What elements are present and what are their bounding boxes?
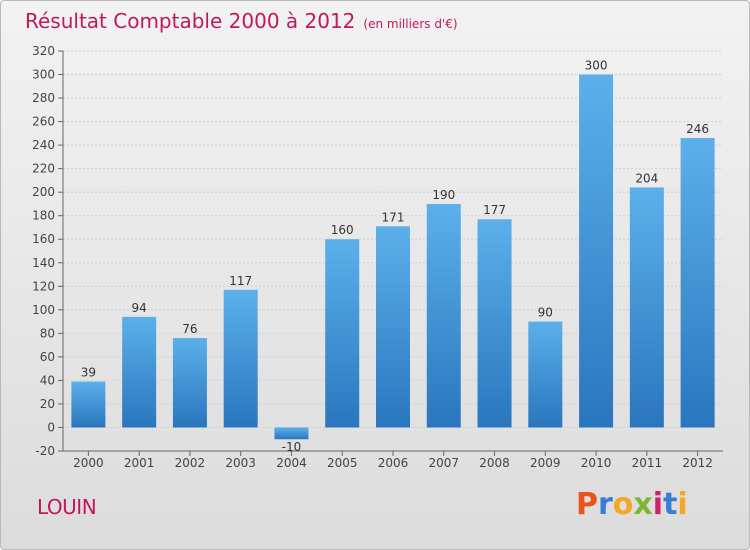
value-label: 76 [182, 322, 197, 336]
y-tick-label: -20 [35, 444, 55, 458]
bar-2011[interactable] [629, 187, 664, 428]
value-label: 94 [132, 301, 147, 315]
x-tick-label: 2008 [479, 456, 510, 470]
y-tick-label: 180 [32, 209, 55, 223]
bar-2005[interactable] [325, 239, 360, 428]
y-axis: -20 0 20 40 60 80 100 120 140 160 180 200 220 240 260 2… [32, 44, 64, 458]
y-tick-label: 80 [40, 326, 55, 340]
value-label: 160 [331, 223, 354, 237]
x-tick-label: 2005 [327, 456, 358, 470]
value-label: 39 [81, 366, 96, 380]
x-tick-label: 2010 [581, 456, 612, 470]
proxiti-logo[interactable]: Proxiti [576, 487, 688, 522]
x-tick-label: 2007 [428, 456, 459, 470]
value-label: 171 [382, 210, 405, 224]
y-tick-label: 60 [40, 350, 55, 364]
y-tick-label: 320 [32, 44, 55, 58]
bar-2007[interactable] [426, 203, 461, 428]
y-tick-label: 240 [32, 138, 55, 152]
value-label: 177 [483, 203, 506, 217]
bars [71, 74, 715, 440]
bar-2006[interactable] [376, 226, 410, 428]
bar-2002[interactable] [172, 338, 207, 428]
logo-letter: i [652, 487, 664, 522]
x-tick-label: 2011 [632, 456, 663, 470]
value-label: 190 [432, 188, 455, 202]
town-name: LOUIN [37, 495, 97, 519]
y-tick-label: 120 [32, 279, 55, 293]
bar-2010[interactable] [579, 74, 614, 428]
y-tick-label: 40 [40, 373, 55, 387]
y-tick-label: 260 [32, 115, 55, 129]
y-tick-label: 280 [32, 91, 55, 105]
chart-title: Résultat Comptable 2000 à 2012 (en millie… [25, 9, 458, 33]
logo-letter: r [598, 487, 613, 522]
bar-2009[interactable] [528, 321, 563, 428]
value-label: 90 [538, 306, 553, 320]
bar-2012[interactable] [680, 138, 715, 428]
title-text: Résultat Comptable 2000 à 2012 [25, 9, 356, 33]
value-label: 300 [585, 59, 608, 73]
bar-2008[interactable] [477, 219, 512, 428]
value-labels: 39 94 76 117 -10 160 171 190 177 90 300 204 246 [81, 59, 709, 455]
x-tick-label: 2006 [378, 456, 409, 470]
logo-letter: P [576, 487, 598, 522]
x-tick-label: 2002 [175, 456, 206, 470]
y-tick-label: 20 [40, 397, 55, 411]
logo-letter: i [677, 487, 688, 522]
bar-2000[interactable] [71, 381, 106, 428]
x-tick-label: 2004 [276, 456, 307, 470]
bar-2004[interactable] [274, 427, 309, 440]
value-label: 246 [686, 122, 709, 136]
x-axis: 2000 2001 2002 2003 2004 2005 2006 2007 2008 2009… [63, 450, 723, 470]
value-label: 117 [229, 274, 252, 288]
x-tick-label: 2003 [225, 456, 256, 470]
x-tick-label: 2009 [530, 456, 561, 470]
y-tick-label: 140 [32, 256, 55, 270]
y-tick-label: 300 [32, 68, 55, 82]
y-tick-label: 200 [32, 185, 55, 199]
y-tick-label: 100 [32, 303, 55, 317]
bar-2003[interactable] [223, 289, 258, 428]
value-label: 204 [635, 171, 658, 185]
x-tick-label: 2001 [124, 456, 155, 470]
value-label: -10 [282, 440, 302, 454]
y-tick-label: 160 [32, 232, 55, 246]
bar-2001[interactable] [122, 316, 157, 428]
y-tick-label: 220 [32, 162, 55, 176]
x-tick-label: 2012 [682, 456, 713, 470]
y-tick-label: 0 [47, 420, 55, 434]
chart-subtitle: (en milliers d'€) [363, 17, 458, 31]
logo-letter: x [633, 487, 653, 522]
logo-letter: o [612, 487, 634, 522]
logo-letter: t [663, 487, 678, 522]
x-tick-label: 2000 [73, 456, 104, 470]
